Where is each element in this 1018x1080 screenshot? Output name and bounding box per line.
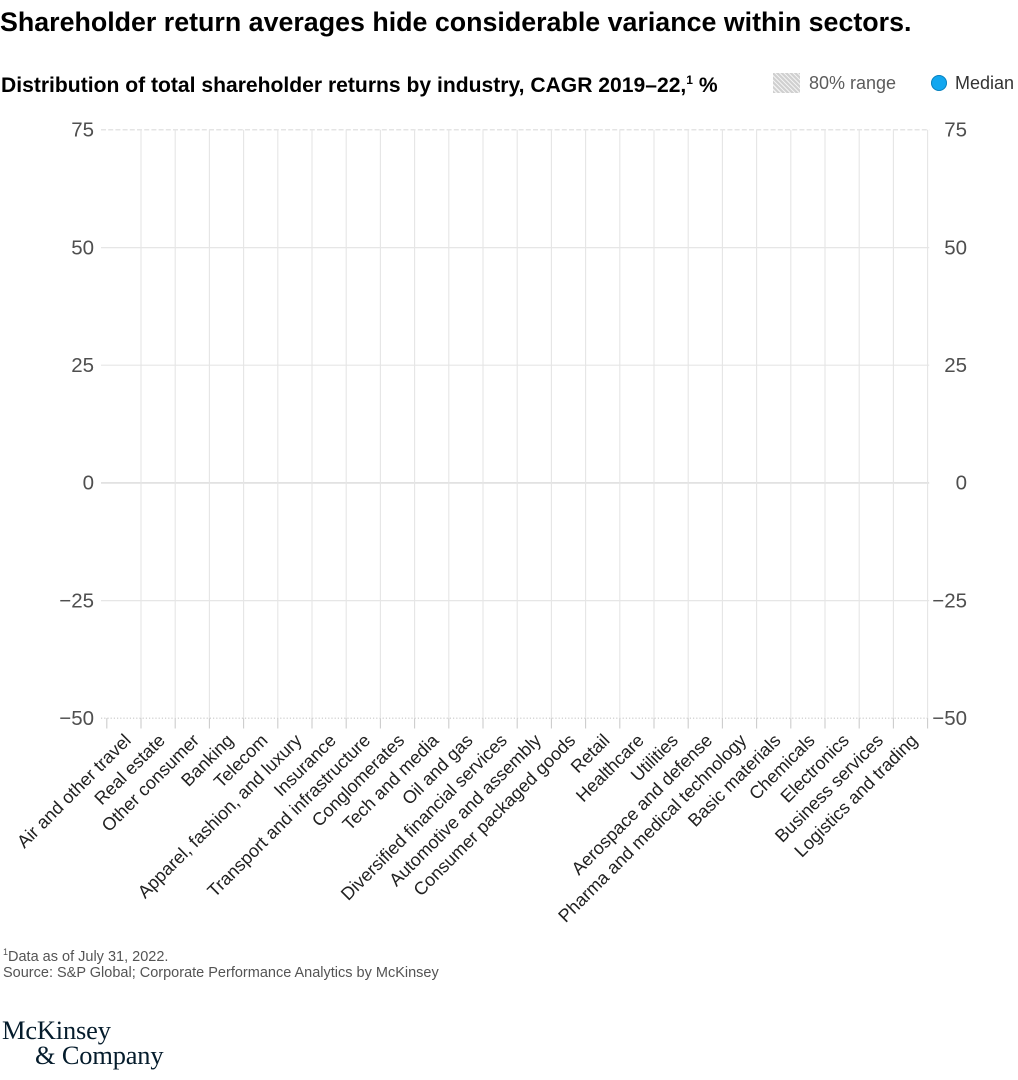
svg-text:75: 75 bbox=[71, 119, 94, 142]
svg-text:25: 25 bbox=[71, 354, 94, 377]
svg-text:−25: −25 bbox=[932, 589, 967, 612]
svg-text:0: 0 bbox=[956, 472, 967, 495]
svg-text:50: 50 bbox=[71, 236, 94, 259]
svg-text:−25: −25 bbox=[59, 589, 94, 612]
svg-text:−50: −50 bbox=[59, 707, 94, 730]
svg-text:0: 0 bbox=[83, 472, 94, 495]
svg-text:−50: −50 bbox=[932, 707, 967, 730]
svg-text:50: 50 bbox=[944, 236, 967, 259]
svg-text:75: 75 bbox=[944, 119, 967, 142]
svg-text:25: 25 bbox=[944, 354, 967, 377]
